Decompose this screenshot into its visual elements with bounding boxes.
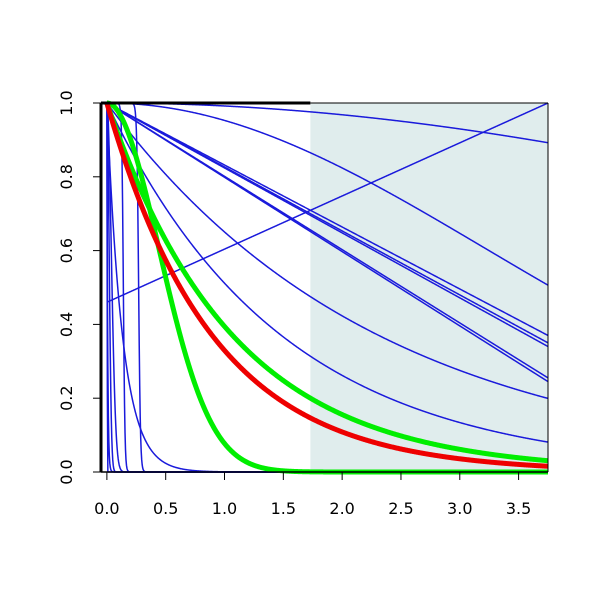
series-line-7 [106,102,549,400]
series-line-9 [106,102,549,286]
series-line-5 [106,102,549,383]
y-tick-label: 0.6 [57,238,76,263]
x-tick-label: 1.0 [212,499,237,518]
x-tick-label: 3.0 [447,499,472,518]
series-line-20 [104,102,551,469]
y-tick-label: 0.4 [57,312,76,337]
x-tick-label: 0.5 [153,499,178,518]
shaded-region [310,103,548,472]
y-tick-label: 0.2 [57,385,76,410]
series-line-3 [106,102,549,348]
series-line-18 [104,101,551,464]
x-tick-label: 2.0 [329,499,354,518]
x-tick-label: 1.5 [271,499,296,518]
x-tick-label: 3.5 [506,499,531,518]
series-line-8 [106,102,549,443]
x-tick-label: 0.0 [94,499,119,518]
shaded-region-layer [310,103,548,472]
y-tick-label: 0.0 [57,459,76,484]
series-line-1 [106,102,549,337]
y-tick-label: 1.0 [57,90,76,115]
axis-layer: 0.0 0.5 1.0 1.5 2.0 2.5 3.0 3.5 0.0 0.2 0.4 0.6 0.8 1… [57,90,549,518]
x-tick-label: 2.5 [388,499,413,518]
y-tick-label: 0.8 [57,164,76,189]
